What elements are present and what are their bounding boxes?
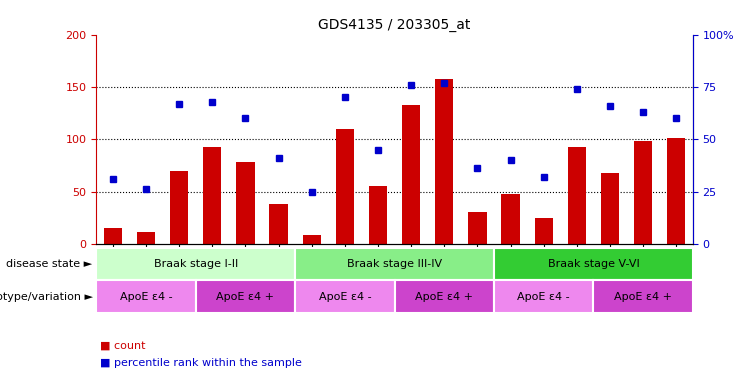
Text: ApoE ε4 -: ApoE ε4 - xyxy=(319,291,371,302)
Bar xyxy=(295,280,395,313)
Bar xyxy=(104,228,122,244)
Title: GDS4135 / 203305_at: GDS4135 / 203305_at xyxy=(319,18,471,32)
Bar xyxy=(502,194,519,244)
Bar xyxy=(270,204,288,244)
Bar xyxy=(336,129,354,244)
Bar xyxy=(236,162,255,244)
Bar xyxy=(568,147,586,244)
Bar xyxy=(534,218,553,244)
Text: Braak stage III-IV: Braak stage III-IV xyxy=(347,259,442,269)
Bar xyxy=(295,248,494,280)
Text: disease state ►: disease state ► xyxy=(7,259,93,269)
Text: Braak stage I-II: Braak stage I-II xyxy=(153,259,238,269)
Text: ApoE ε4 -: ApoE ε4 - xyxy=(120,291,173,302)
Text: ■ percentile rank within the sample: ■ percentile rank within the sample xyxy=(100,358,302,368)
Bar xyxy=(667,138,685,244)
Bar xyxy=(594,280,693,313)
Bar xyxy=(494,280,594,313)
Text: ApoE ε4 -: ApoE ε4 - xyxy=(517,291,570,302)
Text: ApoE ε4 +: ApoE ε4 + xyxy=(614,291,672,302)
Text: genotype/variation ►: genotype/variation ► xyxy=(0,291,93,302)
Bar xyxy=(435,78,453,244)
Bar xyxy=(468,212,487,244)
Bar xyxy=(494,248,693,280)
Bar xyxy=(601,173,619,244)
Bar xyxy=(170,170,188,244)
Bar xyxy=(402,105,420,244)
Text: ApoE ε4 +: ApoE ε4 + xyxy=(415,291,473,302)
Bar xyxy=(369,186,387,244)
Bar xyxy=(96,248,295,280)
Bar xyxy=(196,280,295,313)
Bar xyxy=(302,235,321,244)
Bar xyxy=(137,232,155,244)
Text: ApoE ε4 +: ApoE ε4 + xyxy=(216,291,274,302)
Text: Braak stage V-VI: Braak stage V-VI xyxy=(548,259,639,269)
Bar xyxy=(395,280,494,313)
Bar xyxy=(96,280,196,313)
Bar xyxy=(203,147,222,244)
Text: ■ count: ■ count xyxy=(100,341,145,351)
Bar xyxy=(634,141,652,244)
